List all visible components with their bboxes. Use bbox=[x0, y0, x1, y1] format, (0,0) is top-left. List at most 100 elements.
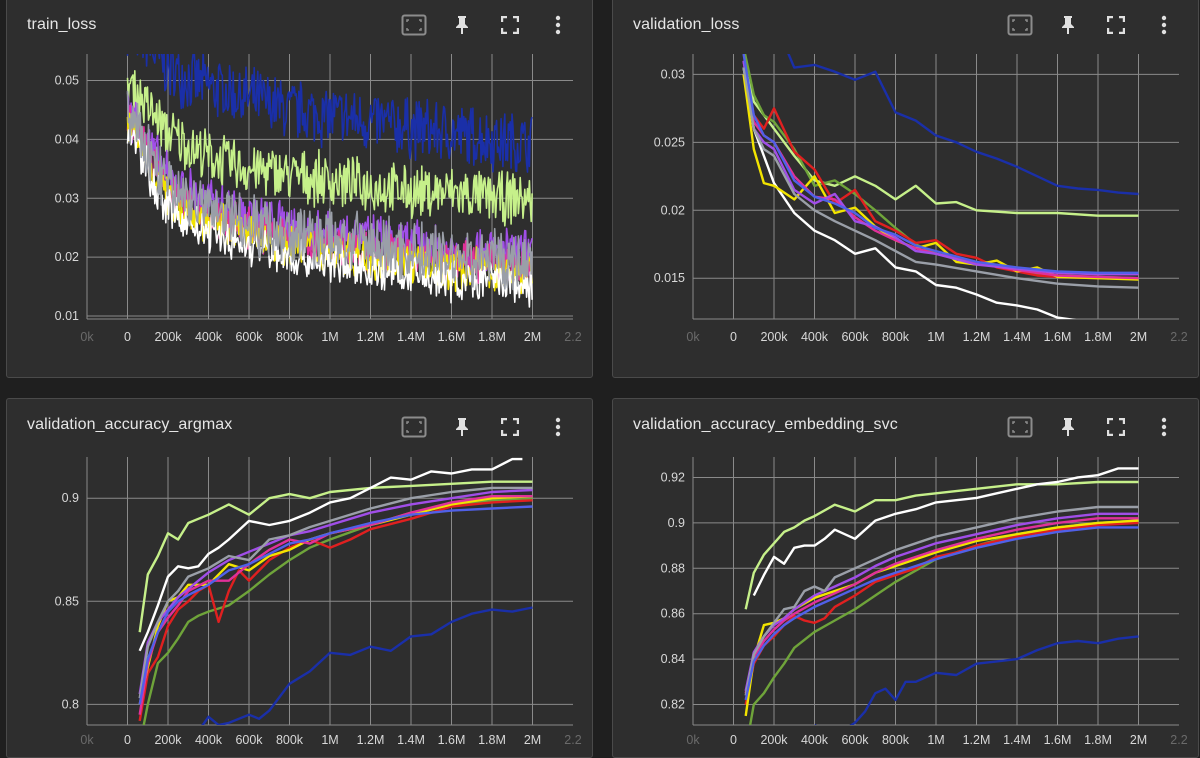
more-options-button[interactable] bbox=[1140, 413, 1188, 441]
x-tick-label: 800k bbox=[882, 733, 910, 747]
series-line-blue[interactable] bbox=[744, 526, 1139, 701]
series-line-purple[interactable] bbox=[138, 488, 533, 695]
series-line-darkblue[interactable] bbox=[774, 20, 1139, 196]
more-options-button[interactable] bbox=[1140, 11, 1188, 39]
chart-plot[interactable]: 0k 0 200k 400k 600k 800k 1M 1.2M 1.4M 1.6M 1.8M 2M 2… bbox=[7, 399, 593, 758]
x-tick-label: 200k bbox=[760, 330, 788, 344]
x-tick-label: 2M bbox=[524, 330, 541, 344]
y-tick-label: 0.02 bbox=[55, 250, 79, 264]
x-tick-label: 600k bbox=[235, 733, 263, 747]
series-line-blue[interactable] bbox=[138, 505, 533, 705]
series-line-magenta[interactable] bbox=[744, 517, 1139, 694]
chart-title: validation_accuracy_argmax bbox=[27, 416, 233, 433]
x-tick-label: 2M bbox=[1130, 330, 1147, 344]
series-line-blue[interactable] bbox=[742, 54, 1139, 274]
y-tick-label: 0.015 bbox=[654, 271, 685, 285]
fullscreen-button[interactable] bbox=[486, 11, 534, 39]
series-line-white[interactable] bbox=[126, 127, 533, 308]
pin-button[interactable] bbox=[438, 11, 486, 39]
x-tick-label: 1.4M bbox=[1003, 330, 1031, 344]
series-line-grey[interactable] bbox=[744, 505, 1139, 696]
pin-button[interactable] bbox=[1044, 11, 1092, 39]
chart-toolbar bbox=[390, 413, 582, 441]
y-tick-label: 0.02 bbox=[661, 203, 685, 217]
x-tick-label: 1.2M bbox=[963, 733, 991, 747]
x-tick-label: 1.8M bbox=[1084, 733, 1112, 747]
y-tick-label: 0.05 bbox=[55, 74, 79, 88]
x-tick-label: 200k bbox=[154, 330, 182, 344]
chart-title: train_loss bbox=[27, 16, 97, 33]
fullscreen-icon bbox=[501, 418, 519, 436]
x-tick-label: 200k bbox=[760, 733, 788, 747]
chart-card-train-loss: train_loss 0k 0 200k 400k 600k 800k 1M 1.2M 1.4M… bbox=[6, 0, 593, 378]
series-line-grey[interactable] bbox=[138, 486, 533, 699]
more-vert-icon bbox=[555, 15, 561, 35]
x-tick-label: 1M bbox=[321, 330, 338, 344]
pin-button[interactable] bbox=[1044, 413, 1092, 441]
y-tick-label: 0.01 bbox=[55, 309, 79, 323]
x-tick-label: 1.8M bbox=[1084, 330, 1112, 344]
fullscreen-button[interactable] bbox=[1092, 11, 1140, 39]
more-options-button[interactable] bbox=[534, 11, 582, 39]
fit-domain-button[interactable] bbox=[390, 11, 438, 39]
fit-domain-button[interactable] bbox=[390, 413, 438, 441]
fit-domain-icon bbox=[1007, 14, 1033, 36]
x-tick-label: 1.2M bbox=[357, 330, 385, 344]
chart-toolbar bbox=[390, 11, 582, 39]
pin-icon bbox=[454, 417, 470, 437]
x-tick-label: 1.8M bbox=[478, 330, 506, 344]
chart-plot[interactable]: 0k 0 200k 400k 600k 800k 1M 1.2M 1.4M 1.6M 1.8M 2M 2… bbox=[613, 0, 1199, 378]
fit-domain-button[interactable] bbox=[996, 413, 1044, 441]
series-line-magenta[interactable] bbox=[138, 494, 533, 715]
x-tick-label: 1.6M bbox=[438, 330, 466, 344]
y-tick-label: 0.04 bbox=[55, 132, 79, 146]
series-line-lightgreen[interactable] bbox=[126, 70, 533, 227]
series-line-grey[interactable] bbox=[126, 90, 533, 291]
series-line-red[interactable] bbox=[138, 499, 533, 722]
y-tick-label: 0.88 bbox=[661, 561, 685, 575]
more-vert-icon bbox=[1161, 417, 1167, 437]
series-line-lightgreen[interactable] bbox=[742, 60, 1139, 217]
x-tick-label: 2.2 bbox=[1170, 733, 1187, 747]
x-tick-label: 0 bbox=[124, 330, 131, 344]
series-line-white[interactable] bbox=[138, 457, 523, 652]
chart-card-validation-accuracy-embedding-svc: validation_accuracy_embedding_svc 0k 0 200… bbox=[612, 398, 1199, 758]
series-line-lightgreen[interactable] bbox=[744, 480, 1139, 610]
series-line-darkblue[interactable] bbox=[814, 635, 1139, 731]
chart-plot[interactable]: 0k 0 200k 400k 600k 800k 1M 1.2M 1.4M 1.6M 1.8M 2M 2… bbox=[7, 0, 593, 378]
chart-plot[interactable]: 0k 0 200k 400k 600k 800k 1M 1.2M 1.4M 1.6M 1.8M 2M 2… bbox=[613, 399, 1199, 758]
pin-icon bbox=[454, 15, 470, 35]
series-line-yellow[interactable] bbox=[138, 495, 533, 705]
fit-domain-button[interactable] bbox=[996, 11, 1044, 39]
pin-button[interactable] bbox=[438, 413, 486, 441]
y-tick-label: 0.86 bbox=[661, 607, 685, 621]
x-tick-label: 0k bbox=[686, 733, 700, 747]
x-tick-label: 800k bbox=[276, 733, 304, 747]
x-tick-label: 0k bbox=[686, 330, 700, 344]
fit-domain-icon bbox=[401, 14, 427, 36]
series-line-yellow[interactable] bbox=[744, 519, 1139, 717]
series-line-olive[interactable] bbox=[140, 497, 533, 745]
y-tick-label: 0.8 bbox=[62, 697, 79, 711]
more-options-button[interactable] bbox=[534, 413, 582, 441]
fullscreen-icon bbox=[1107, 16, 1125, 34]
x-tick-label: 0k bbox=[80, 330, 94, 344]
series-line-grey[interactable] bbox=[742, 67, 1139, 289]
fullscreen-button[interactable] bbox=[1092, 413, 1140, 441]
fullscreen-button[interactable] bbox=[486, 413, 534, 441]
series-line-white[interactable] bbox=[752, 467, 1139, 597]
chart-card-validation-accuracy-argmax: validation_accuracy_argmax 0k 0 200k 400k 60… bbox=[6, 398, 593, 758]
x-tick-label: 2M bbox=[1130, 733, 1147, 747]
series-line-purple[interactable] bbox=[744, 512, 1139, 692]
x-tick-label: 0k bbox=[80, 733, 94, 747]
series-line-red[interactable] bbox=[742, 60, 1139, 280]
more-vert-icon bbox=[555, 417, 561, 437]
y-tick-label: 0.85 bbox=[55, 594, 79, 608]
series-line-lightgreen[interactable] bbox=[138, 480, 533, 633]
series-line-yellow[interactable] bbox=[742, 74, 1139, 281]
series-line-darkblue[interactable] bbox=[126, 5, 533, 173]
series-line-darkblue[interactable] bbox=[188, 606, 533, 746]
pin-icon bbox=[1060, 417, 1076, 437]
series-line-magenta[interactable] bbox=[742, 60, 1139, 280]
x-tick-label: 800k bbox=[276, 330, 304, 344]
